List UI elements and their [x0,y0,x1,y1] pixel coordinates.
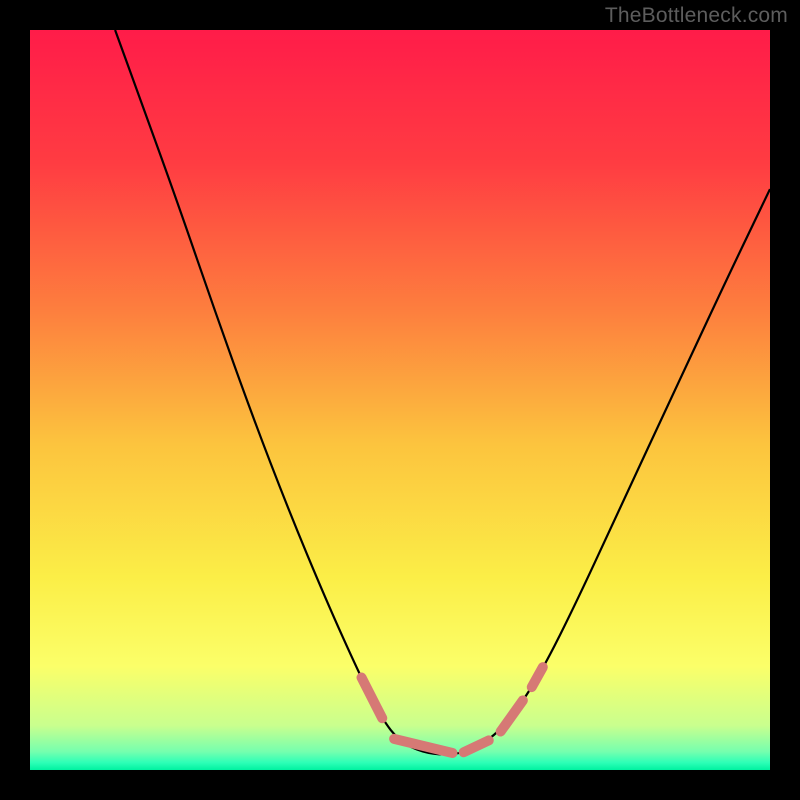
heat-gradient-background [30,30,770,770]
watermark-text: TheBottleneck.com [605,4,788,28]
bottleneck-chart-svg [0,0,800,800]
chart-frame: TheBottleneck.com [0,0,800,800]
